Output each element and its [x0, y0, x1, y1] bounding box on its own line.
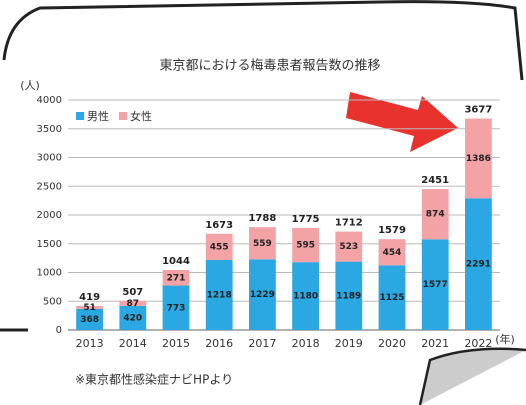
- value-label: 1577: [423, 280, 448, 290]
- y-tick-label: 3000: [37, 153, 62, 164]
- y-tick-label: 1500: [37, 239, 62, 250]
- bar-segment: [162, 269, 190, 286]
- bar-segment: [292, 262, 319, 330]
- total-label: 1579: [378, 225, 406, 236]
- value-label: 2291: [466, 260, 491, 270]
- bar-segment: [205, 259, 233, 330]
- legend-swatch: [76, 112, 84, 120]
- arrow: [346, 92, 458, 152]
- bar-segment: [249, 259, 276, 330]
- value-label: 559: [253, 239, 272, 249]
- bar-segment: [119, 300, 147, 306]
- value-label: 1125: [379, 293, 404, 303]
- bar-segment: [465, 118, 492, 199]
- value-label: 1386: [466, 154, 491, 164]
- total-label: 419: [79, 292, 100, 303]
- value-label: 454: [383, 248, 402, 258]
- bubble-corner: [418, 347, 526, 405]
- bar-segment: [292, 227, 319, 263]
- source-note: ※東京都性感染症ナビHPより: [75, 372, 233, 387]
- value-label: 595: [296, 241, 315, 251]
- bar-segment: [335, 261, 363, 330]
- x-tick-label: 2015: [162, 337, 190, 350]
- y-tick-label: 500: [43, 296, 62, 307]
- y-tick-label: 1000: [37, 268, 62, 279]
- x-tick-label: 2016: [205, 337, 233, 350]
- total-label: 1673: [205, 220, 233, 231]
- value-label: 874: [426, 210, 445, 220]
- total-label: 1788: [248, 213, 276, 224]
- bar-segment: [421, 189, 449, 240]
- y-tick-label: 4000: [37, 95, 62, 106]
- total-label: 1712: [335, 218, 363, 229]
- bar-segment: [76, 308, 103, 330]
- value-label: 420: [123, 313, 142, 323]
- value-label: 51: [83, 303, 96, 313]
- bar-segment: [249, 227, 276, 260]
- legend-label: 男性: [87, 109, 109, 123]
- total-label: 507: [122, 287, 143, 298]
- legend-swatch: [119, 112, 127, 120]
- x-tick-label: 2020: [378, 337, 406, 350]
- y-axis-label: (人): [20, 79, 40, 92]
- bar-segment: [76, 305, 103, 309]
- legend-label: 女性: [130, 109, 152, 123]
- x-tick-label: 2018: [292, 337, 320, 350]
- bar-segment: [378, 239, 406, 266]
- bar-segment: [205, 233, 233, 260]
- x-tick-label: 2014: [119, 337, 147, 350]
- chart-title: 東京都における梅毒患者報告数の推移: [159, 58, 380, 74]
- total-label: 2451: [421, 175, 449, 186]
- value-label: 1189: [336, 291, 361, 301]
- value-label: 87: [127, 299, 140, 309]
- bar-segment: [421, 239, 449, 330]
- bar-segment: [119, 305, 147, 330]
- x-axis-label: (年): [495, 332, 515, 346]
- total-label: 1044: [162, 256, 190, 267]
- x-tick-label: 2013: [76, 337, 104, 350]
- value-label: 1218: [207, 290, 232, 300]
- y-tick-label: 0: [56, 325, 62, 336]
- bar-segment: [335, 231, 363, 262]
- y-tick-label: 3500: [37, 124, 62, 135]
- value-label: 271: [167, 273, 186, 283]
- bar-segment: [465, 198, 492, 330]
- x-tick-label: 2019: [335, 337, 363, 350]
- x-tick-label: 2022: [464, 337, 492, 350]
- bar-segment: [378, 265, 406, 330]
- value-label: 1229: [250, 290, 275, 300]
- total-label: 1775: [292, 214, 320, 225]
- y-tick-label: 2000: [37, 210, 62, 221]
- value-label: 455: [210, 242, 229, 252]
- value-label: 1180: [293, 292, 318, 302]
- value-label: 773: [167, 303, 186, 313]
- bubble-outline: [2, 0, 524, 81]
- value-label: 368: [80, 315, 99, 325]
- y-tick-label: 2500: [37, 181, 62, 192]
- total-label: 3677: [464, 105, 492, 116]
- x-tick-label: 2021: [421, 337, 449, 350]
- bar-segment: [162, 285, 190, 330]
- value-label: 523: [339, 242, 358, 252]
- x-tick-label: 2017: [248, 337, 276, 350]
